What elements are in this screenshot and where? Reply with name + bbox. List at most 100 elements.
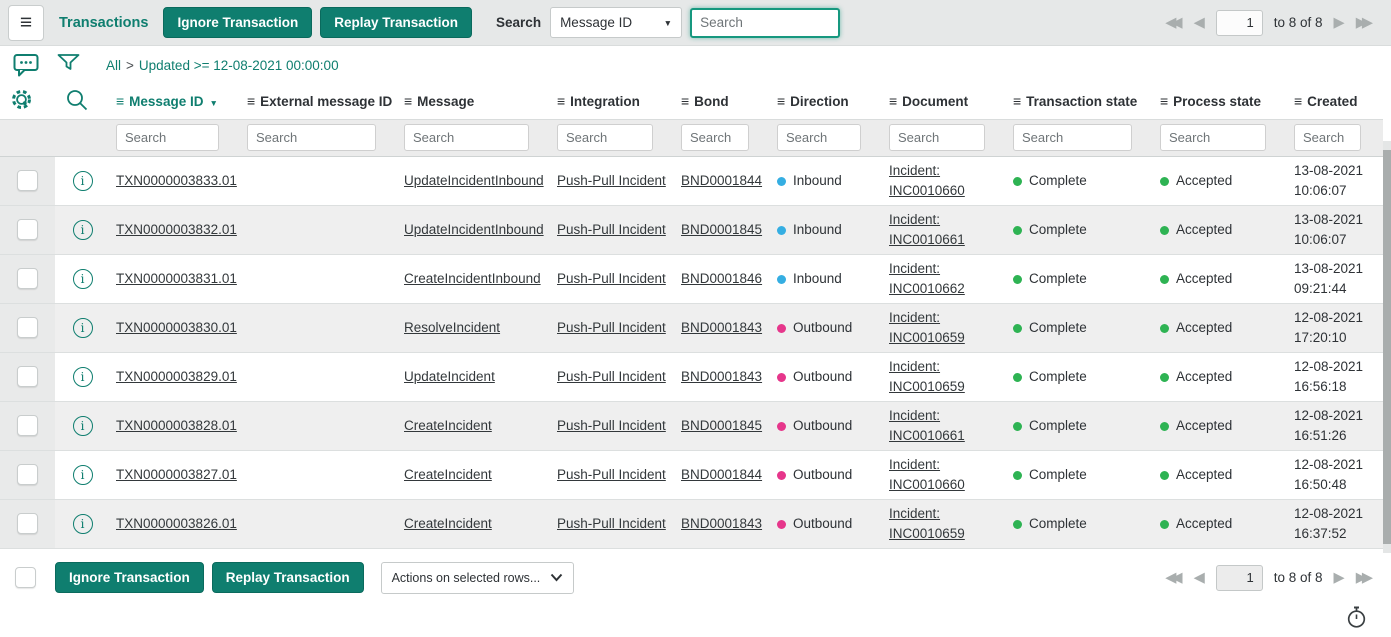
info-icon[interactable]: i (73, 220, 93, 240)
ignore-transaction-button[interactable]: Ignore Transaction (163, 7, 312, 38)
column-menu-icon[interactable]: ≡ (116, 93, 124, 109)
global-search-input[interactable] (690, 8, 840, 38)
footer-ignore-transaction-button[interactable]: Ignore Transaction (55, 562, 204, 593)
last-page-icon[interactable]: ▶▶ (1356, 570, 1373, 586)
message-link[interactable]: UpdateIncidentInbound (404, 222, 544, 237)
info-icon[interactable]: i (73, 514, 93, 534)
message-id-link[interactable]: TXN0000003827.01 (116, 467, 237, 482)
message-link[interactable]: CreateIncidentInbound (404, 271, 541, 286)
column-header-transaction_state[interactable]: ≡Transaction state (1007, 84, 1154, 119)
document-link[interactable]: Incident: INC0010662 (889, 261, 965, 296)
column-header-document[interactable]: ≡Document (883, 84, 1007, 119)
message-link[interactable]: UpdateIncident (404, 369, 495, 384)
filter-funnel-icon[interactable] (56, 52, 81, 78)
integration-link[interactable]: Push-Pull Incident (557, 271, 666, 286)
bond-link[interactable]: BND0001844 (681, 467, 762, 482)
column-header-message_id[interactable]: ≡Message ID▼ (110, 84, 241, 119)
document-link[interactable]: Incident: INC0010661 (889, 212, 965, 247)
document-link[interactable]: Incident: INC0010659 (889, 310, 965, 345)
prev-page-icon[interactable]: ◀ (1194, 570, 1205, 586)
message-id-link[interactable]: TXN0000003831.01 (116, 271, 237, 286)
message-link[interactable]: CreateIncident (404, 467, 492, 482)
search-field-select[interactable]: Message ID ▼ (550, 7, 682, 38)
filter-input-external_message_id[interactable] (247, 124, 376, 151)
filter-input-transaction_state[interactable] (1013, 124, 1132, 151)
bond-link[interactable]: BND0001845 (681, 222, 762, 237)
row-checkbox[interactable] (17, 170, 38, 191)
integration-link[interactable]: Push-Pull Incident (557, 418, 666, 433)
column-menu-icon[interactable]: ≡ (777, 93, 785, 109)
bond-link[interactable]: BND0001844 (681, 173, 762, 188)
filter-input-bond[interactable] (681, 124, 749, 151)
column-header-process_state[interactable]: ≡Process state (1154, 84, 1288, 119)
column-header-direction[interactable]: ≡Direction (771, 84, 883, 119)
message-id-link[interactable]: TXN0000003828.01 (116, 418, 237, 433)
gear-icon[interactable] (10, 88, 33, 111)
message-link[interactable]: UpdateIncidentInbound (404, 173, 544, 188)
row-checkbox[interactable] (17, 513, 38, 534)
message-id-link[interactable]: TXN0000003833.01 (116, 173, 237, 188)
row-checkbox[interactable] (17, 268, 38, 289)
column-menu-icon[interactable]: ≡ (247, 93, 255, 109)
column-menu-icon[interactable]: ≡ (404, 93, 412, 109)
column-menu-icon[interactable]: ≡ (1160, 93, 1168, 109)
bond-link[interactable]: BND0001846 (681, 271, 762, 286)
page-number-input[interactable] (1216, 10, 1263, 36)
column-menu-icon[interactable]: ≡ (557, 93, 565, 109)
message-link[interactable]: CreateIncident (404, 418, 492, 433)
filter-input-message_id[interactable] (116, 124, 219, 151)
message-id-link[interactable]: TXN0000003826.01 (116, 516, 237, 531)
info-icon[interactable]: i (73, 171, 93, 191)
integration-link[interactable]: Push-Pull Incident (557, 222, 666, 237)
breadcrumb-condition-link[interactable]: Updated >= 12-08-2021 00:00:00 (139, 58, 339, 73)
column-menu-icon[interactable]: ≡ (1294, 93, 1302, 109)
row-checkbox[interactable] (17, 317, 38, 338)
message-id-link[interactable]: TXN0000003832.01 (116, 222, 237, 237)
vertical-scrollbar[interactable] (1383, 141, 1391, 553)
breadcrumb-all-link[interactable]: All (106, 58, 121, 73)
integration-link[interactable]: Push-Pull Incident (557, 320, 666, 335)
bond-link[interactable]: BND0001843 (681, 516, 762, 531)
bond-link[interactable]: BND0001845 (681, 418, 762, 433)
next-page-icon[interactable]: ▶ (1334, 15, 1345, 31)
filter-input-document[interactable] (889, 124, 985, 151)
filter-input-message[interactable] (404, 124, 529, 151)
info-icon[interactable]: i (73, 269, 93, 289)
integration-link[interactable]: Push-Pull Incident (557, 467, 666, 482)
info-icon[interactable]: i (73, 367, 93, 387)
bond-link[interactable]: BND0001843 (681, 320, 762, 335)
document-link[interactable]: Incident: INC0010660 (889, 163, 965, 198)
column-header-external_message_id[interactable]: ≡External message ID (241, 84, 398, 119)
page-number-input[interactable] (1216, 565, 1263, 591)
column-header-created[interactable]: ≡Created (1288, 84, 1383, 119)
row-checkbox[interactable] (17, 219, 38, 240)
column-header-bond[interactable]: ≡Bond (675, 84, 771, 119)
response-time-stopwatch-icon[interactable] (1346, 606, 1367, 632)
actions-on-selected-rows-select[interactable]: Actions on selected rows... (381, 562, 574, 594)
column-header-message[interactable]: ≡Message (398, 84, 551, 119)
message-id-link[interactable]: TXN0000003829.01 (116, 369, 237, 384)
message-link[interactable]: ResolveIncident (404, 320, 500, 335)
row-checkbox[interactable] (17, 366, 38, 387)
first-page-icon[interactable]: ◀◀ (1165, 15, 1182, 31)
search-icon[interactable] (65, 88, 89, 112)
column-menu-icon[interactable]: ≡ (889, 93, 897, 109)
integration-link[interactable]: Push-Pull Incident (557, 516, 666, 531)
message-link[interactable]: CreateIncident (404, 516, 492, 531)
info-icon[interactable]: i (73, 416, 93, 436)
footer-replay-transaction-button[interactable]: Replay Transaction (212, 562, 364, 593)
filter-input-created[interactable] (1294, 124, 1361, 151)
select-all-checkbox[interactable] (15, 567, 36, 588)
chat-bubble-icon[interactable] (13, 53, 39, 77)
integration-link[interactable]: Push-Pull Incident (557, 369, 666, 384)
column-header-integration[interactable]: ≡Integration (551, 84, 675, 119)
integration-link[interactable]: Push-Pull Incident (557, 173, 666, 188)
filter-input-direction[interactable] (777, 124, 861, 151)
hamburger-menu-icon[interactable]: ≡ (8, 5, 44, 41)
first-page-icon[interactable]: ◀◀ (1165, 570, 1182, 586)
document-link[interactable]: Incident: INC0010659 (889, 506, 965, 541)
document-link[interactable]: Incident: INC0010659 (889, 359, 965, 394)
next-page-icon[interactable]: ▶ (1334, 570, 1345, 586)
document-link[interactable]: Incident: INC0010661 (889, 408, 965, 443)
filter-input-process_state[interactable] (1160, 124, 1266, 151)
